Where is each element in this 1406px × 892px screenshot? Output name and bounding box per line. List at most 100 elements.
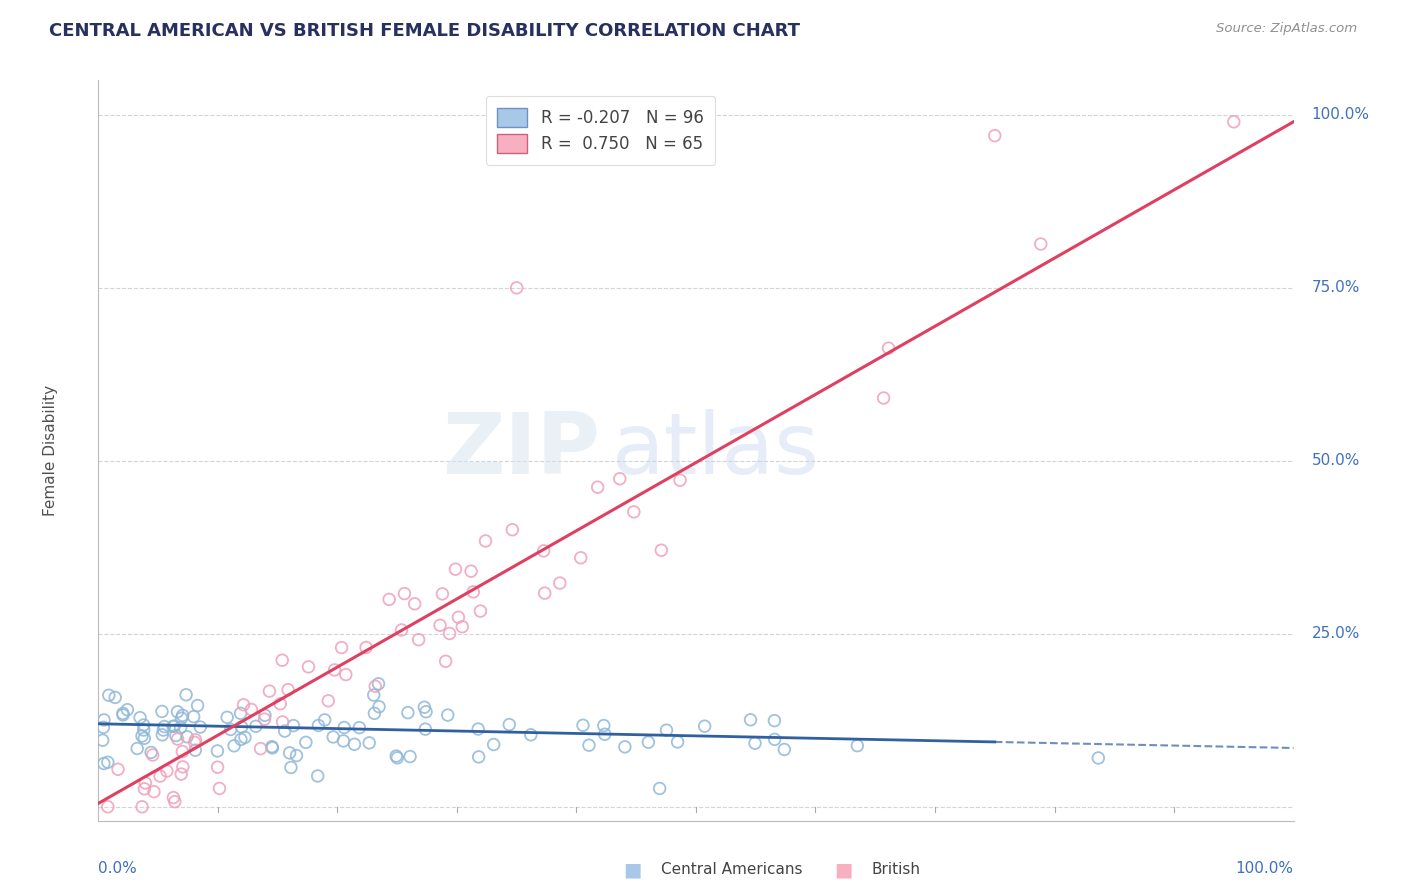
- Point: [349, 721, 371, 735]
- Point: [111, 707, 134, 722]
- Text: 100.0%: 100.0%: [1312, 107, 1369, 122]
- Point: [176, 730, 198, 744]
- Point: [132, 718, 155, 732]
- Point: [593, 727, 616, 741]
- Point: [501, 523, 523, 537]
- Point: [271, 714, 294, 729]
- Point: [93, 756, 115, 771]
- Point: [97, 799, 120, 814]
- Point: [297, 660, 319, 674]
- Point: [104, 690, 127, 705]
- Point: [648, 781, 671, 796]
- Point: [693, 719, 716, 733]
- Point: [613, 739, 636, 754]
- Point: [744, 736, 766, 750]
- Point: [172, 708, 194, 723]
- Point: [139, 746, 162, 760]
- Point: [669, 473, 692, 487]
- Point: [763, 714, 786, 728]
- Point: [877, 341, 900, 355]
- Point: [482, 738, 505, 752]
- Point: [184, 732, 207, 747]
- Point: [283, 718, 305, 732]
- Point: [592, 718, 614, 732]
- Point: [134, 776, 156, 790]
- Point: [444, 562, 467, 576]
- Point: [229, 706, 252, 721]
- Point: [354, 640, 377, 655]
- Point: [208, 781, 231, 796]
- Point: [269, 697, 291, 711]
- Point: [413, 700, 436, 714]
- Text: CENTRAL AMERICAN VS BRITISH FEMALE DISABILITY CORRELATION CHART: CENTRAL AMERICAN VS BRITISH FEMALE DISAB…: [49, 22, 800, 40]
- Point: [170, 711, 193, 725]
- Point: [131, 799, 153, 814]
- Point: [447, 610, 470, 624]
- Point: [872, 391, 894, 405]
- Point: [129, 711, 152, 725]
- Legend: R = -0.207   N = 96, R =  0.750   N = 65: R = -0.207 N = 96, R = 0.750 N = 65: [485, 96, 716, 164]
- Point: [439, 626, 461, 640]
- Text: Female Disability: Female Disability: [44, 384, 58, 516]
- Point: [363, 706, 385, 721]
- Point: [335, 667, 357, 681]
- Point: [274, 724, 297, 739]
- Point: [307, 718, 329, 732]
- Point: [184, 743, 207, 757]
- Point: [467, 750, 489, 764]
- Point: [846, 739, 869, 753]
- Point: [415, 705, 437, 719]
- Point: [260, 739, 283, 754]
- Point: [169, 721, 191, 735]
- Point: [533, 586, 555, 600]
- Text: 25.0%: 25.0%: [1312, 626, 1360, 641]
- Point: [436, 708, 458, 723]
- Point: [572, 718, 595, 732]
- Point: [415, 722, 437, 736]
- Point: [91, 733, 114, 747]
- Point: [219, 723, 242, 737]
- Point: [172, 760, 194, 774]
- Point: [343, 737, 366, 751]
- Point: [217, 710, 239, 724]
- Point: [666, 735, 689, 749]
- Point: [271, 653, 294, 667]
- Point: [316, 694, 339, 708]
- Point: [142, 785, 165, 799]
- Point: [1029, 237, 1052, 252]
- Point: [277, 682, 299, 697]
- Point: [132, 723, 155, 737]
- Point: [184, 735, 207, 749]
- Point: [378, 592, 401, 607]
- Point: [166, 732, 188, 747]
- Point: [150, 705, 173, 719]
- Point: [637, 735, 659, 749]
- Point: [498, 717, 520, 731]
- Point: [506, 281, 529, 295]
- Point: [399, 749, 422, 764]
- Point: [408, 632, 430, 647]
- Point: [470, 604, 492, 618]
- Point: [134, 781, 156, 796]
- Point: [520, 728, 543, 742]
- Point: [187, 698, 209, 713]
- Point: [333, 721, 356, 735]
- Point: [183, 709, 205, 723]
- Point: [307, 769, 329, 783]
- Point: [1223, 115, 1246, 129]
- Point: [152, 723, 174, 737]
- Point: [245, 719, 267, 733]
- Point: [359, 736, 381, 750]
- Point: [107, 762, 129, 776]
- Point: [166, 705, 188, 719]
- Point: [364, 679, 387, 693]
- Point: [232, 698, 254, 712]
- Point: [162, 719, 184, 733]
- Point: [163, 795, 186, 809]
- Point: [93, 713, 115, 727]
- Point: [367, 677, 389, 691]
- Point: [170, 767, 193, 781]
- Point: [127, 741, 149, 756]
- Point: [224, 739, 246, 753]
- Point: [650, 543, 672, 558]
